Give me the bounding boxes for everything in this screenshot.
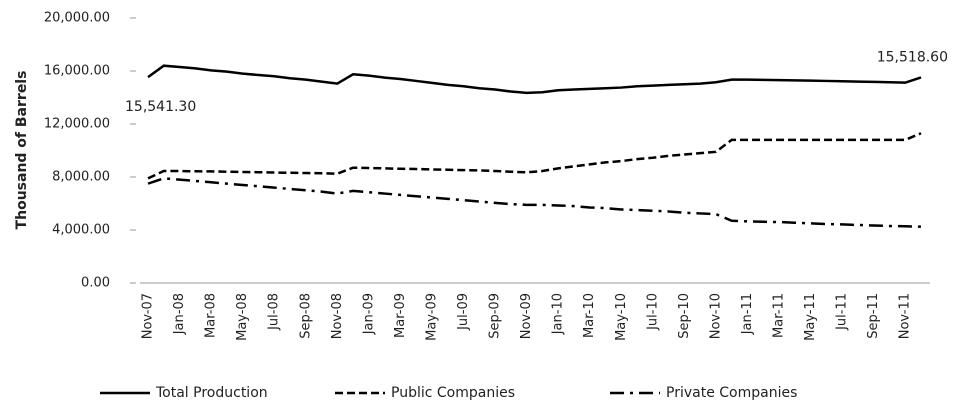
x-tick-label: Jul-10 bbox=[645, 293, 660, 331]
y-tick-label: 20,000.00 bbox=[44, 11, 110, 26]
series-line bbox=[147, 132, 922, 180]
x-tick-label: Sep-09 bbox=[488, 293, 503, 339]
x-tick-label: Jul-11 bbox=[835, 293, 850, 331]
y-tick-label: 4,000.00 bbox=[52, 223, 110, 238]
x-tick-label: Nov-07 bbox=[141, 293, 156, 339]
x-tick-label: Sep-11 bbox=[866, 293, 881, 339]
x-tick-label: Jan-11 bbox=[740, 293, 755, 335]
legend-label: Private Companies bbox=[666, 385, 797, 401]
series-line bbox=[147, 177, 922, 228]
y-tick-label: 8,000.00 bbox=[52, 170, 110, 185]
y-tick-label: 16,000.00 bbox=[44, 64, 110, 79]
series-line bbox=[147, 64, 922, 95]
x-tick-label: Jan-08 bbox=[172, 293, 187, 335]
x-tick-label: May-08 bbox=[235, 293, 250, 341]
y-tick-label: 0.00 bbox=[81, 276, 110, 291]
x-tick-label: Nov-09 bbox=[519, 293, 534, 339]
y-axis-title: Thousand of Barrels bbox=[14, 71, 30, 230]
x-tick-label: Mar-08 bbox=[204, 293, 219, 338]
y-tick-label: 12,000.00 bbox=[44, 117, 110, 132]
x-tick-label: Sep-08 bbox=[298, 293, 313, 339]
x-tick-label: Sep-10 bbox=[677, 293, 692, 339]
x-tick-label: May-09 bbox=[424, 293, 439, 341]
x-tick-label: Jan-09 bbox=[361, 293, 376, 335]
x-tick-label: Jul-08 bbox=[267, 293, 282, 331]
data-label: 15,518.60 bbox=[877, 49, 948, 65]
x-tick-label: Jul-09 bbox=[456, 293, 471, 331]
x-tick-label: Nov-11 bbox=[898, 293, 913, 339]
x-tick-label: Mar-10 bbox=[582, 293, 597, 338]
x-tick-label: May-10 bbox=[614, 293, 629, 341]
x-tick-label: May-11 bbox=[803, 293, 818, 341]
legend-label: Public Companies bbox=[391, 385, 515, 401]
x-tick-label: Mar-09 bbox=[393, 293, 408, 338]
x-tick-label: Nov-08 bbox=[330, 293, 345, 339]
x-tick-label: Nov-10 bbox=[708, 293, 723, 339]
x-tick-label: Jan-10 bbox=[551, 293, 566, 335]
data-label: 15,541.30 bbox=[125, 99, 196, 115]
x-tick-label: Mar-11 bbox=[772, 293, 787, 338]
legend-label: Total Production bbox=[155, 385, 268, 401]
